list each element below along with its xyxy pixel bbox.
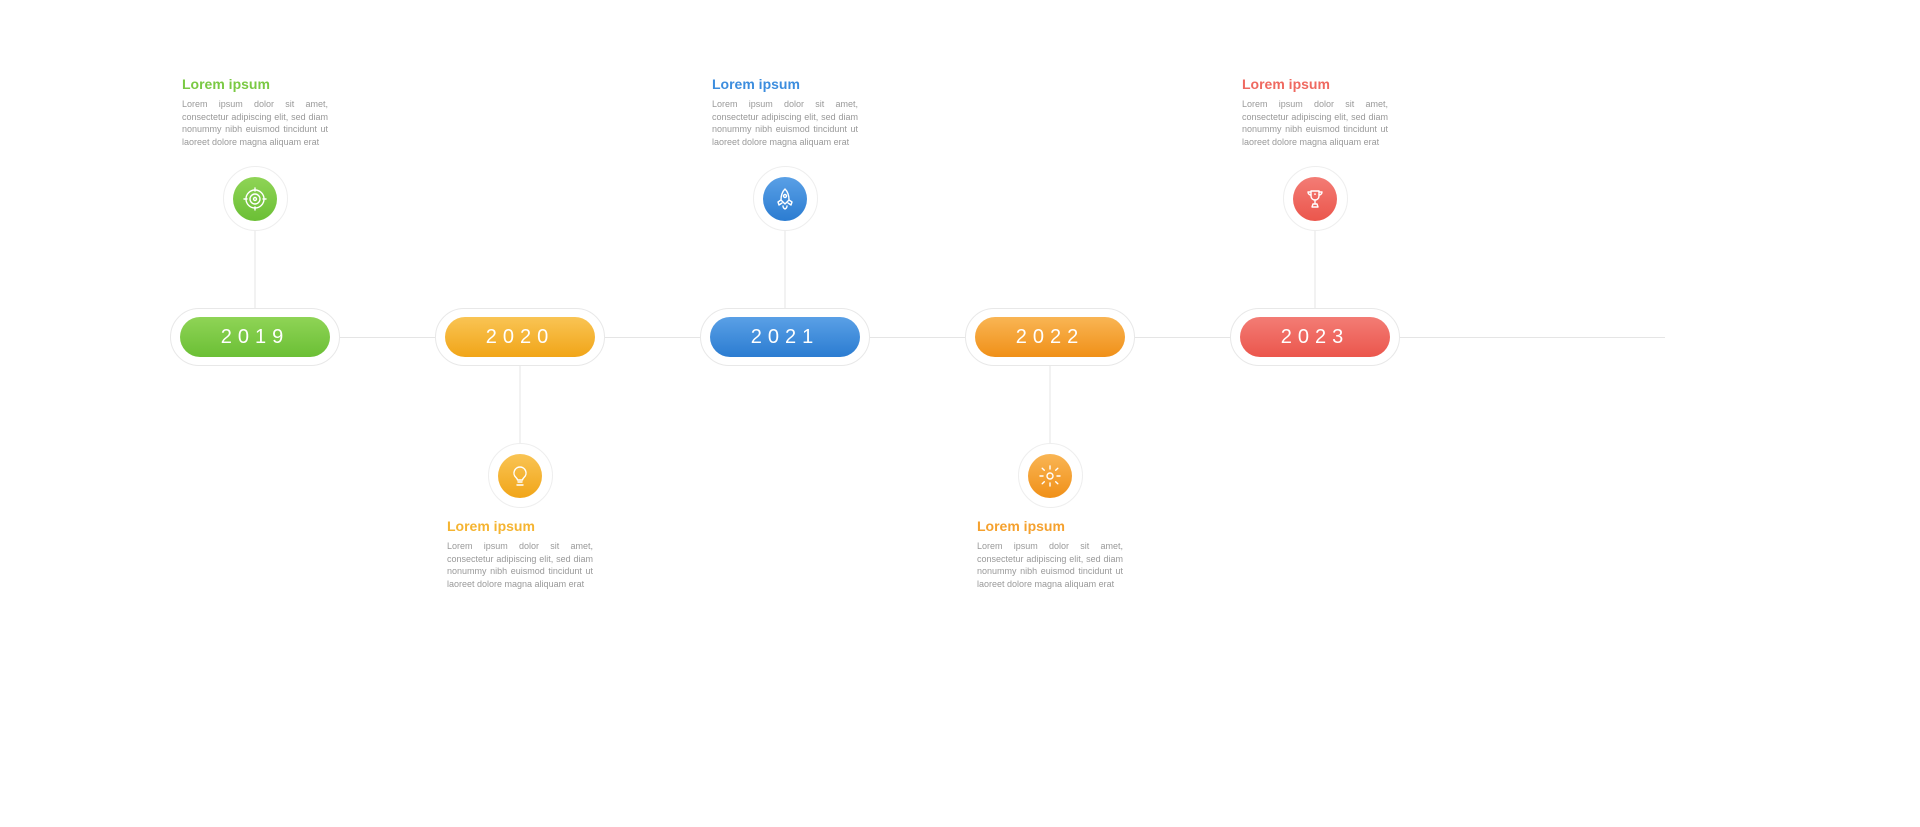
step-title: Lorem ipsum xyxy=(1242,76,1388,92)
timeline-step-2023: 2023Lorem ipsumLorem ipsum dolor sit ame… xyxy=(1230,308,1400,366)
step-text: Lorem ipsum Lorem ipsum dolor sit amet, c… xyxy=(977,518,1123,590)
step-title: Lorem ipsum xyxy=(977,518,1123,534)
step-body: Lorem ipsum dolor sit amet, consectetur … xyxy=(1242,98,1388,148)
trophy-icon xyxy=(1293,177,1337,221)
icon-node xyxy=(488,443,553,508)
timeline-step-2020: 2020Lorem ipsumLorem ipsum dolor sit ame… xyxy=(435,308,605,366)
rocket-icon xyxy=(763,177,807,221)
step-text: Lorem ipsum Lorem ipsum dolor sit amet, c… xyxy=(712,76,858,148)
year-node: 2019 xyxy=(170,308,340,366)
icon-node xyxy=(753,166,818,231)
step-title: Lorem ipsum xyxy=(712,76,858,92)
step-body: Lorem ipsum dolor sit amet, consectetur … xyxy=(182,98,328,148)
timeline-step-2022: 2022Lorem ipsumLorem ipsum dolor sit ame… xyxy=(965,308,1135,366)
icon-node xyxy=(1283,166,1348,231)
step-text: Lorem ipsum Lorem ipsum dolor sit amet, c… xyxy=(447,518,593,590)
icon-node xyxy=(223,166,288,231)
timeline-step-2019: 2019Lorem ipsumLorem ipsum dolor sit ame… xyxy=(170,308,340,366)
step-body: Lorem ipsum dolor sit amet, consectetur … xyxy=(447,540,593,590)
step-body: Lorem ipsum dolor sit amet, consectetur … xyxy=(712,98,858,148)
year-pill: 2021 xyxy=(710,317,860,357)
year-node: 2021 xyxy=(700,308,870,366)
timeline: 2019Lorem ipsumLorem ipsum dolor sit ame… xyxy=(170,308,1750,366)
year-pill: 2022 xyxy=(975,317,1125,357)
year-pill: 2023 xyxy=(1240,317,1390,357)
step-body: Lorem ipsum dolor sit amet, consectetur … xyxy=(977,540,1123,590)
year-pill: 2019 xyxy=(180,317,330,357)
target-icon xyxy=(233,177,277,221)
step-text: Lorem ipsum Lorem ipsum dolor sit amet, c… xyxy=(182,76,328,148)
gear-icon xyxy=(1028,454,1072,498)
icon-node xyxy=(1018,443,1083,508)
year-node: 2020 xyxy=(435,308,605,366)
year-node: 2022 xyxy=(965,308,1135,366)
timeline-step-2021: 2021Lorem ipsumLorem ipsum dolor sit ame… xyxy=(700,308,870,366)
step-text: Lorem ipsum Lorem ipsum dolor sit amet, c… xyxy=(1242,76,1388,148)
step-title: Lorem ipsum xyxy=(182,76,328,92)
year-pill: 2020 xyxy=(445,317,595,357)
year-node: 2023 xyxy=(1230,308,1400,366)
bulb-icon xyxy=(498,454,542,498)
step-title: Lorem ipsum xyxy=(447,518,593,534)
